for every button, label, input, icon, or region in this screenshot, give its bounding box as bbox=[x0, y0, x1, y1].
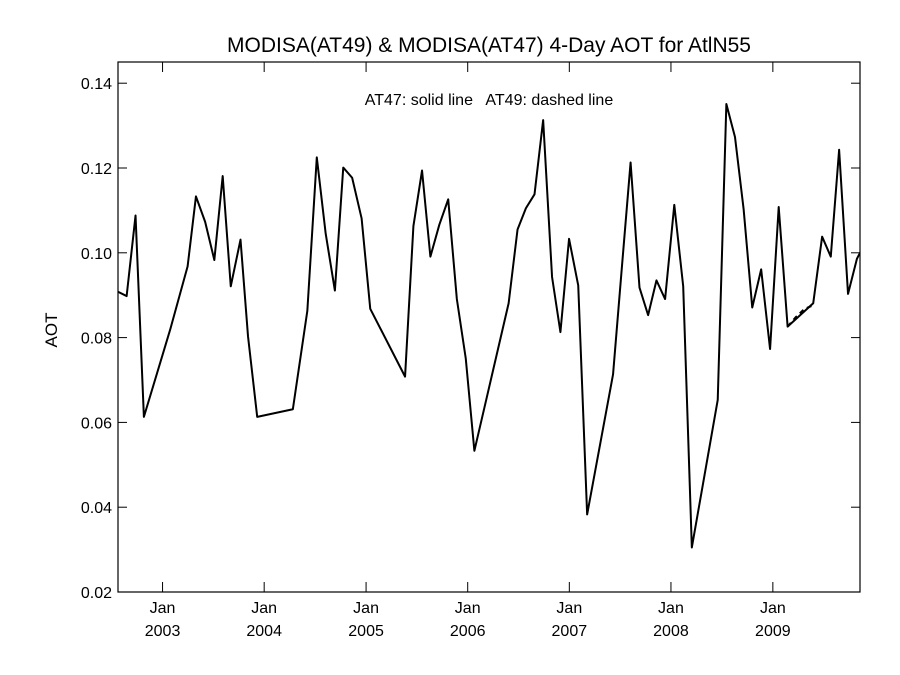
x-tick-year-label: 2007 bbox=[552, 623, 588, 640]
y-axis: 0.02 0.04 0.06 0.08 0.10 0.12 0.14 bbox=[81, 76, 860, 602]
x-tick-month-label: Jan bbox=[251, 600, 277, 617]
x-tick-year-label: 2003 bbox=[145, 623, 181, 640]
y-tick-label: 0.06 bbox=[81, 415, 112, 432]
x-tick-month-label: Jan bbox=[658, 600, 684, 617]
x-tick-year-label: 2009 bbox=[755, 623, 791, 640]
chart-title: MODISA(AT49) & MODISA(AT47) 4-Day AOT fo… bbox=[227, 34, 751, 57]
y-tick-label: 0.12 bbox=[81, 161, 112, 178]
x-tick-month-label: Jan bbox=[455, 600, 481, 617]
y-tick-label: 0.02 bbox=[81, 585, 112, 602]
plot-frame bbox=[117, 61, 861, 593]
x-tick-year-label: 2008 bbox=[653, 623, 689, 640]
x-tick-year-label: 2004 bbox=[246, 623, 282, 640]
y-tick-label: 0.08 bbox=[81, 331, 112, 348]
y-tick-label: 0.14 bbox=[81, 76, 112, 93]
series-line-at47 bbox=[118, 102, 860, 549]
x-tick-month-label: Jan bbox=[150, 600, 176, 617]
y-tick-label: 0.04 bbox=[81, 500, 112, 517]
x-tick-month-label: Jan bbox=[353, 600, 379, 617]
x-axis: Jan 2003 Jan 2004 Jan 2005 Jan 2006 Jan 2007 Jan 20… bbox=[145, 62, 791, 640]
x-tick-month-label: Jan bbox=[556, 600, 582, 617]
series-line-at49 bbox=[786, 304, 814, 328]
series-group bbox=[118, 102, 860, 549]
x-tick-year-label: 2006 bbox=[450, 623, 486, 640]
series-annotation: AT47: solid line AT49: dashed line bbox=[365, 92, 614, 109]
y-axis-label: AOT bbox=[42, 313, 61, 348]
x-tick-year-label: 2005 bbox=[348, 623, 384, 640]
x-tick-month-label: Jan bbox=[760, 600, 786, 617]
y-tick-label: 0.10 bbox=[81, 246, 112, 263]
